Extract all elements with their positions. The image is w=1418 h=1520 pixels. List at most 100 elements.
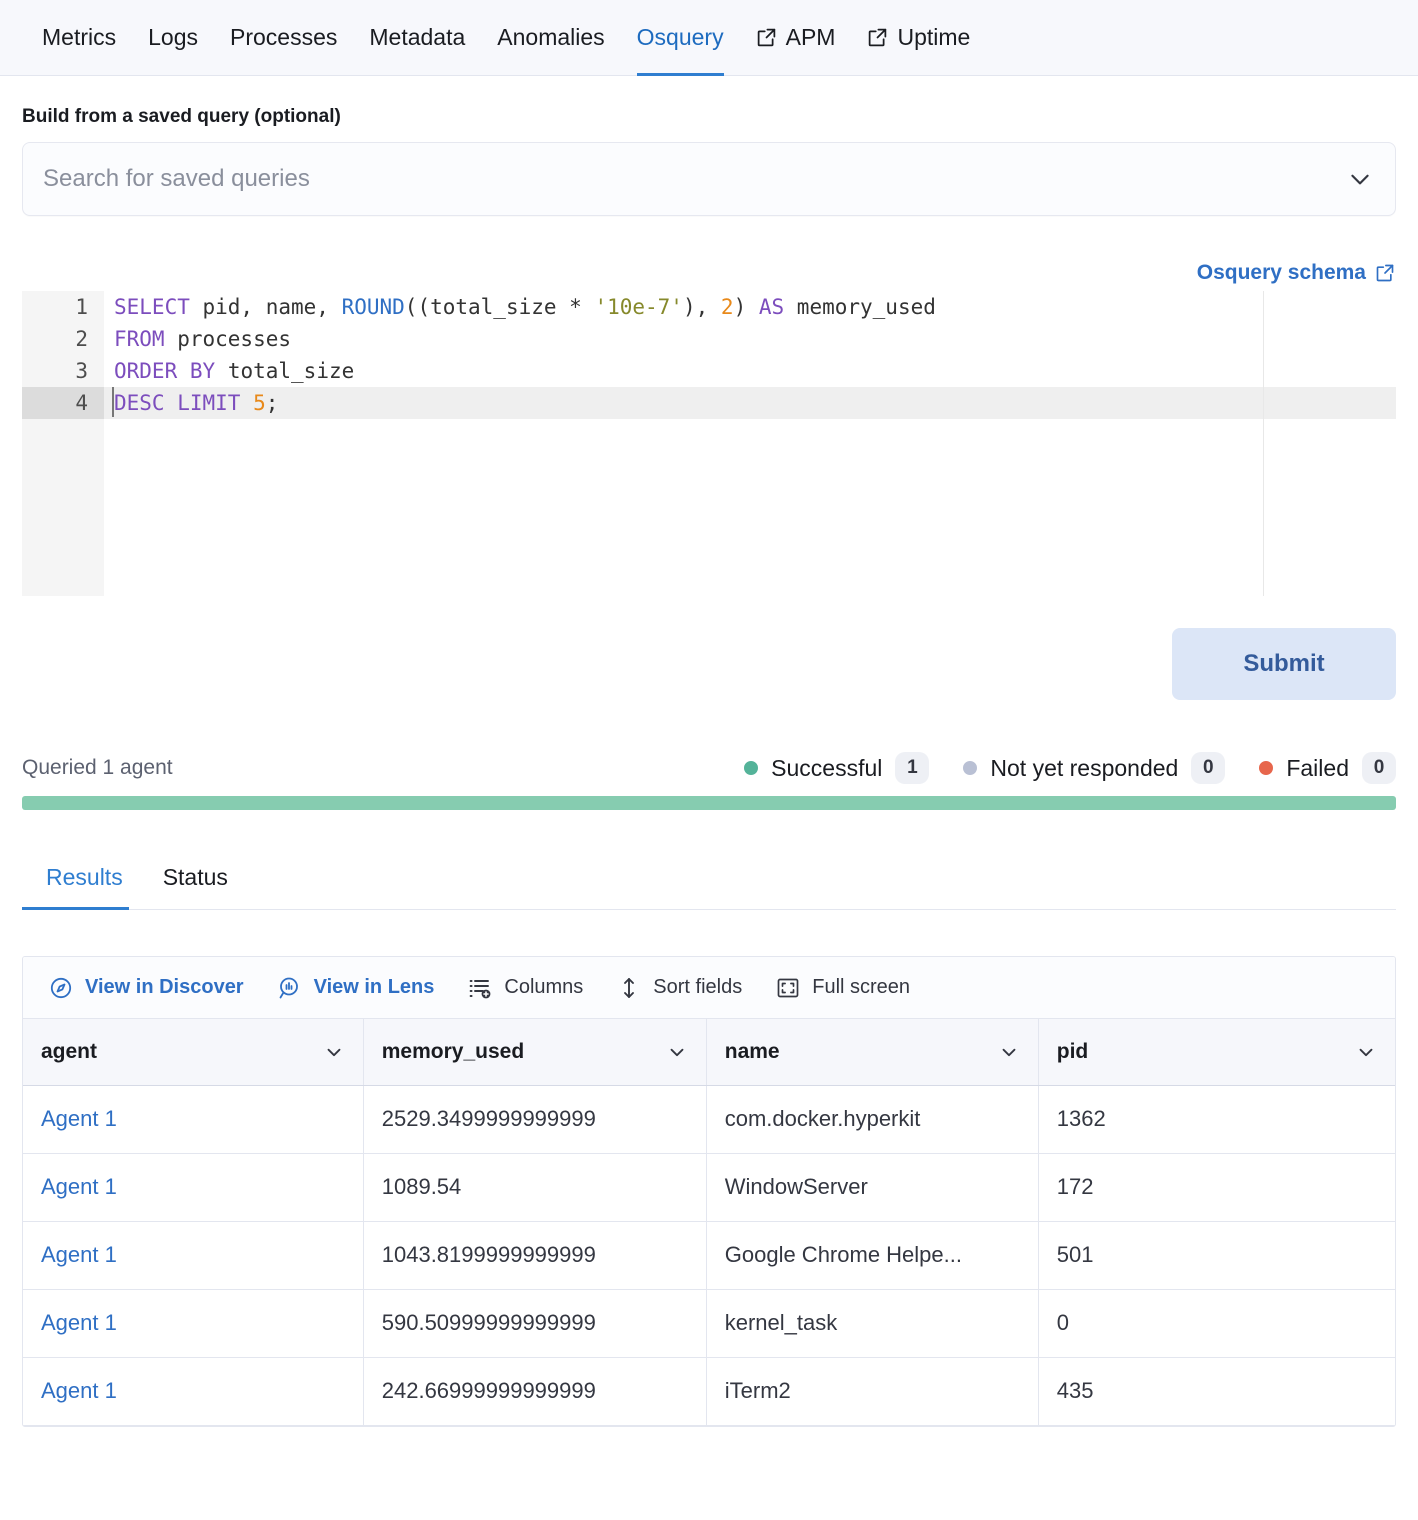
- table-row: Agent 1 2529.3499999999999 com.docker.hype…: [23, 1085, 1395, 1154]
- result-tab-results[interactable]: Results: [22, 864, 143, 910]
- cell-pid: 1362: [1038, 1085, 1395, 1154]
- line-number: 1: [75, 295, 88, 319]
- saved-query-combobox[interactable]: Search for saved queries: [22, 142, 1396, 216]
- cell-name: com.docker.hyperkit: [706, 1085, 1039, 1154]
- nav-tab-label: Anomalies: [497, 24, 605, 50]
- chevron-down-icon[interactable]: [1347, 166, 1373, 192]
- queried-agents-text: Queried 1 agent: [22, 756, 173, 779]
- chevron-down-icon[interactable]: [323, 1041, 345, 1063]
- agent-link[interactable]: Agent 1: [41, 1378, 117, 1403]
- status-legend-item: Not yet responded 0: [963, 752, 1226, 784]
- nav-tab-metadata[interactable]: Metadata: [353, 0, 481, 76]
- fullscreen-icon: [776, 976, 800, 1000]
- code-line[interactable]: SELECT pid, name, ROUND((total_size * '1…: [114, 295, 936, 319]
- column-header-agent[interactable]: agent: [23, 1019, 364, 1086]
- toolbar-button-label: Full screen: [812, 976, 911, 998]
- cell-pid: 435: [1038, 1357, 1395, 1426]
- column-header-label: pid: [1056, 1039, 1089, 1063]
- toolbar-sort-fields-button[interactable]: Sort fields: [617, 976, 742, 1000]
- agent-link[interactable]: Agent 1: [41, 1106, 117, 1131]
- nav-tab-label: Osquery: [636, 24, 724, 50]
- cell-name: iTerm2: [706, 1357, 1039, 1426]
- sql-editor[interactable]: 1 2 3 4 SELECT pid, name, ROUND((total_size…: [22, 291, 1396, 596]
- code-line[interactable]: DESC LIMIT 5;: [114, 391, 279, 415]
- nav-tab-logs[interactable]: Logs: [132, 0, 214, 76]
- column-header-label: agent: [41, 1039, 98, 1063]
- chevron-down-icon[interactable]: [666, 1041, 688, 1063]
- chevron-down-icon[interactable]: [1355, 1041, 1377, 1063]
- editor-gutter: 1 2 3 4: [22, 291, 104, 596]
- cell-agent[interactable]: Agent 1: [23, 1153, 364, 1222]
- external-link-icon: [867, 27, 888, 48]
- infra-tab-bar: Metrics Logs Processes Metadata Anomalies Osq…: [0, 0, 1418, 76]
- agent-link[interactable]: Agent 1: [41, 1242, 117, 1267]
- cell-pid: 0: [1038, 1289, 1395, 1358]
- code-line[interactable]: ORDER BY total_size: [114, 359, 355, 383]
- results-tabs: Results Status: [22, 844, 1396, 910]
- status-legend-item: Failed 0: [1259, 752, 1396, 784]
- agent-progress-bar: [22, 796, 1396, 810]
- editor-code-area[interactable]: SELECT pid, name, ROUND((total_size * '1…: [104, 291, 1396, 596]
- nav-tab-processes[interactable]: Processes: [214, 0, 353, 76]
- column-header-name[interactable]: name: [706, 1019, 1039, 1086]
- submit-button[interactable]: Submit: [1172, 628, 1396, 700]
- sort-updown-icon: [617, 976, 641, 1000]
- status-dot-icon: [1259, 761, 1274, 775]
- toolbar-view-in-lens-button[interactable]: View in Lens: [278, 976, 435, 1000]
- column-header-pid[interactable]: pid: [1038, 1019, 1395, 1086]
- nav-tab-anomalies[interactable]: Anomalies: [481, 0, 620, 76]
- column-header-memory_used[interactable]: memory_used: [363, 1019, 707, 1086]
- toolbar-columns-button[interactable]: Columns: [468, 976, 583, 1000]
- result-tab-status[interactable]: Status: [162, 864, 228, 890]
- cell-agent[interactable]: Agent 1: [23, 1289, 364, 1358]
- agent-link[interactable]: Agent 1: [41, 1174, 117, 1199]
- cell-agent[interactable]: Agent 1: [23, 1085, 364, 1154]
- cell-agent[interactable]: Agent 1: [23, 1221, 364, 1290]
- discover-compass-icon: [49, 976, 73, 1000]
- osquery-page: Build from a saved query (optional) Sear…: [0, 106, 1418, 1427]
- osquery-schema-label: Osquery schema: [1196, 261, 1366, 284]
- column-header-label: name: [724, 1039, 780, 1063]
- cell-name: Google Chrome Helpe...: [706, 1221, 1039, 1290]
- nav-tab-label: Uptime: [897, 24, 971, 50]
- external-link-icon: [756, 27, 777, 48]
- nav-tab-osquery[interactable]: Osquery: [621, 0, 740, 76]
- agent-status-row: Queried 1 agent Successful 1 Not yet respo…: [22, 752, 1396, 784]
- toolbar-button-label: View in Lens: [313, 976, 435, 998]
- saved-query-placeholder: Search for saved queries: [43, 165, 310, 192]
- status-legend-item: Successful 1: [744, 752, 930, 784]
- editor-lines[interactable]: SELECT pid, name, ROUND((total_size * '1…: [104, 291, 1396, 419]
- status-legend-label: Not yet responded: [990, 754, 1179, 781]
- nav-tab-uptime[interactable]: Uptime: [851, 0, 986, 76]
- toolbar-full-screen-button[interactable]: Full screen: [776, 976, 910, 1000]
- agent-status-legend: Successful 1 Not yet responded 0 Failed 0: [710, 752, 1396, 784]
- line-number: 4: [22, 387, 104, 419]
- column-header-label: memory_used: [381, 1039, 525, 1063]
- cell-agent[interactable]: Agent 1: [23, 1357, 364, 1426]
- cell-pid: 501: [1038, 1221, 1395, 1290]
- status-legend-label: Failed: [1286, 754, 1349, 781]
- cell-pid: 172: [1038, 1153, 1395, 1222]
- osquery-schema-link[interactable]: Osquery schema: [1197, 261, 1396, 285]
- chevron-down-icon[interactable]: [998, 1041, 1020, 1063]
- toolbar-button-label: Columns: [504, 976, 584, 998]
- toolbar-view-in-discover-button[interactable]: View in Discover: [49, 976, 244, 1000]
- saved-query-label: Build from a saved query (optional): [22, 106, 341, 127]
- cell-memory_used: 590.50999999999999: [363, 1289, 707, 1358]
- print-margin-guide: [1263, 291, 1264, 596]
- cell-memory_used: 1089.54: [363, 1153, 707, 1222]
- table-row: Agent 1 242.66999999999999 iTerm2 435: [23, 1357, 1395, 1426]
- nav-tab-label: Processes: [230, 24, 338, 50]
- cell-memory_used: 2529.3499999999999: [363, 1085, 707, 1154]
- table-header-row: agent memory_used name pid: [23, 1019, 1395, 1086]
- code-line[interactable]: FROM processes: [114, 327, 292, 351]
- line-number: 3: [75, 359, 88, 383]
- status-count-badge: 0: [1191, 752, 1226, 784]
- agent-link[interactable]: Agent 1: [41, 1310, 117, 1335]
- status-count-badge: 1: [895, 752, 930, 784]
- results-table: agent memory_used name pid Agent 1 2529.3499…: [23, 1019, 1395, 1426]
- nav-tab-metrics[interactable]: Metrics: [26, 0, 132, 76]
- nav-tab-apm[interactable]: APM: [740, 0, 852, 76]
- lens-icon: [278, 976, 302, 1000]
- cell-memory_used: 1043.8199999999999: [363, 1221, 707, 1290]
